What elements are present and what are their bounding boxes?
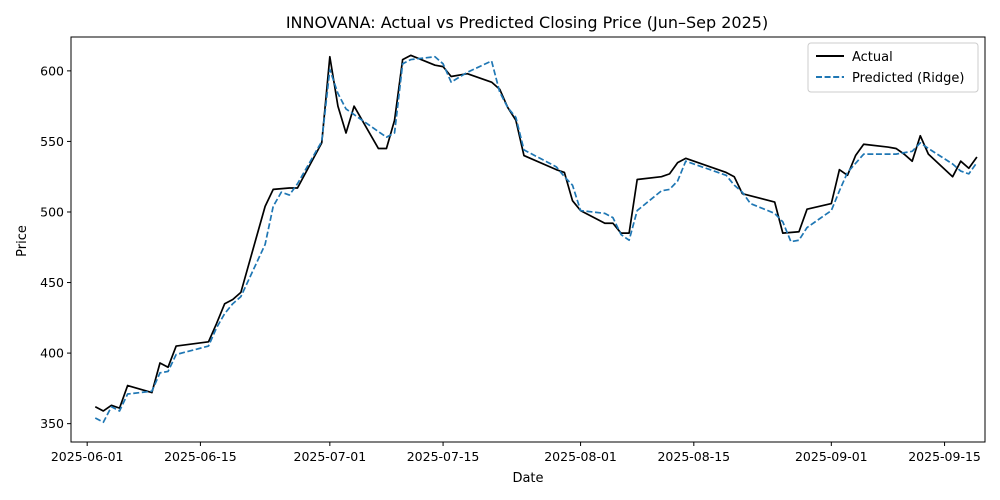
y-tick-label: 350 — [40, 416, 64, 431]
series-line-predicted — [94, 55, 978, 424]
y-tick-label: 550 — [40, 134, 64, 149]
x-axis-label: Date — [512, 471, 543, 486]
x-tick-label: 2025-09-15 — [908, 449, 981, 464]
x-tick-label: 2025-07-01 — [294, 449, 367, 464]
x-tick-label: 2025-06-01 — [51, 449, 124, 464]
y-axis-label: Price — [15, 225, 30, 257]
x-tick-label: 2025-09-01 — [795, 449, 868, 464]
series-layer — [94, 54, 978, 424]
legend-label-predicted: Predicted (Ridge) — [852, 71, 964, 86]
x-tick-label: 2025-08-01 — [544, 449, 617, 464]
series-line-actual — [94, 54, 978, 412]
chart-title: INNOVANA: Actual vs Predicted Closing Pr… — [286, 13, 768, 32]
y-tick-label: 450 — [40, 275, 64, 290]
x-tick-label: 2025-06-15 — [164, 449, 237, 464]
y-tick-label: 500 — [40, 204, 64, 219]
legend: Actual Predicted (Ridge) — [807, 42, 979, 93]
x-tick-label: 2025-07-15 — [407, 449, 480, 464]
x-tick-label: 2025-08-15 — [657, 449, 730, 464]
y-tick-label: 400 — [40, 346, 64, 361]
y-axis: 350 400 450 500 550 600 — [40, 63, 71, 431]
y-tick-label: 600 — [40, 63, 64, 78]
plot-area-frame — [70, 36, 986, 443]
legend-box — [807, 42, 979, 93]
x-axis: 2025-06-01 2025-06-15 2025-07-01 2025-07-15… — [51, 442, 981, 464]
legend-label-actual: Actual — [852, 50, 893, 65]
